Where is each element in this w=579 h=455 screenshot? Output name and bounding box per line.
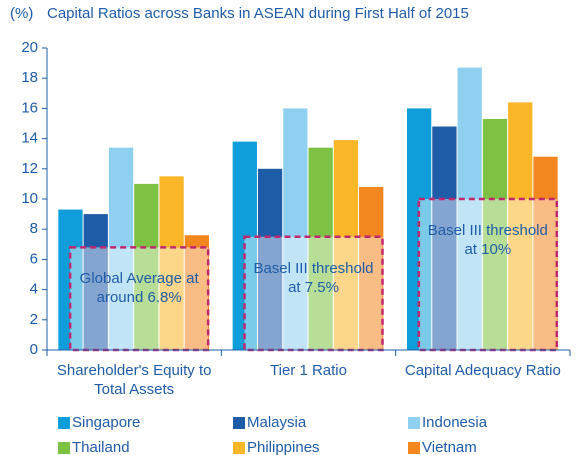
x-tick-label: Capital Adequacy Ratio [404,362,561,379]
bar [508,102,533,350]
y-tick-label: 4 [30,281,38,298]
legend-label: Thailand [72,439,130,455]
bar [108,147,134,350]
y-tick-label: 16 [21,99,38,116]
y-tick-label: 8 [30,220,38,237]
y-tick-label: 14 [21,130,38,147]
threshold-box [417,197,559,352]
legend-label: Malaysia [247,414,307,431]
bar [406,108,432,351]
annotation: Global Average at around 6.8% [79,270,199,307]
legend-label: Indonesia [422,414,488,431]
y-tick-label: 20 [21,39,38,56]
bar [184,235,210,350]
legend-swatch [408,442,420,454]
annotation: Basel III threshold at 7.5% [253,259,374,296]
y-tick-label: 2 [30,311,38,328]
bar [283,108,308,351]
bar [83,214,108,350]
legend-label: Philippines [247,439,320,455]
chart-title: Capital Ratios across Banks in ASEAN dur… [47,5,469,22]
x-tick-label: Shareholder's Equity to Total Assets [56,362,212,398]
bar [432,126,457,351]
threshold-box [68,246,210,352]
y-unit: (%) [10,5,33,22]
legend-swatch [58,442,70,454]
legend-swatch [58,417,70,429]
bar [159,176,184,350]
legend-label: Vietnam [422,439,477,455]
y-tick-label: 0 [30,341,38,358]
legend-swatch [408,417,420,429]
bar [482,118,508,350]
threshold-box [243,235,384,352]
y-tick-label: 10 [21,190,38,207]
bar [333,140,359,350]
legend-swatch [233,442,245,454]
x-tick-label: Tier 1 Ratio [270,362,347,379]
y-tick-label: 12 [21,160,38,177]
bar [457,67,482,350]
bar [134,183,159,350]
bar [308,147,333,350]
y-tick-label: 6 [30,250,38,267]
annotation: Basel III threshold at 10% [427,222,548,258]
legend-label: Singapore [72,414,140,431]
bar [257,168,283,350]
bar [533,156,558,350]
legend-swatch [233,417,245,429]
y-tick-label: 18 [21,69,38,86]
bar [359,186,384,350]
